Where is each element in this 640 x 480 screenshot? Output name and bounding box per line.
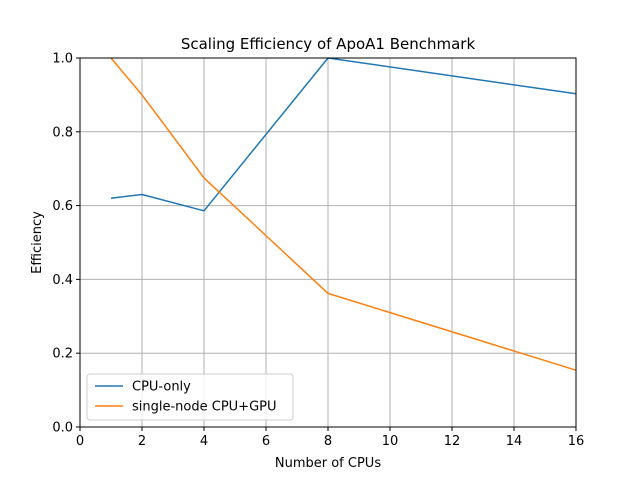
y-tick-label: 1.0 — [52, 52, 73, 67]
y-tick-label: 0.6 — [52, 199, 73, 214]
x-tick-label: 12 — [444, 434, 461, 449]
x-axis-label: Number of CPUs — [275, 456, 381, 471]
series-lines — [110, 57, 577, 371]
x-axis-ticks: 0 2 4 6 8 10 12 14 16 — [76, 427, 584, 449]
chart-title: Scaling Efficiency of ApoA1 Benchmark — [181, 35, 476, 53]
series-line-1 — [110, 57, 577, 371]
y-axis-label: Efficiency — [30, 211, 45, 274]
x-tick-label: 14 — [506, 434, 523, 449]
x-tick-label: 0 — [76, 434, 84, 449]
series-line-0 — [110, 57, 577, 212]
x-tick-label: 4 — [200, 434, 208, 449]
x-tick-label: 2 — [138, 434, 146, 449]
y-tick-label: 0.8 — [52, 125, 73, 140]
x-tick-label: 6 — [262, 434, 270, 449]
x-tick-label: 8 — [324, 434, 332, 449]
legend-label-1: single-node CPU+GPU — [132, 400, 277, 415]
legend-box — [86, 373, 294, 421]
legend-label-0: CPU-only — [132, 380, 191, 395]
y-tick-label: 0.0 — [52, 421, 73, 436]
x-tick-label: 10 — [382, 434, 399, 449]
y-tick-label: 0.4 — [52, 273, 73, 288]
y-axis-ticks: 0.0 0.2 0.4 0.6 0.8 1.0 — [52, 52, 80, 436]
x-tick-label: 16 — [568, 434, 585, 449]
y-tick-label: 0.2 — [52, 347, 73, 362]
legend: CPU-only single-node CPU+GPU — [86, 373, 294, 421]
